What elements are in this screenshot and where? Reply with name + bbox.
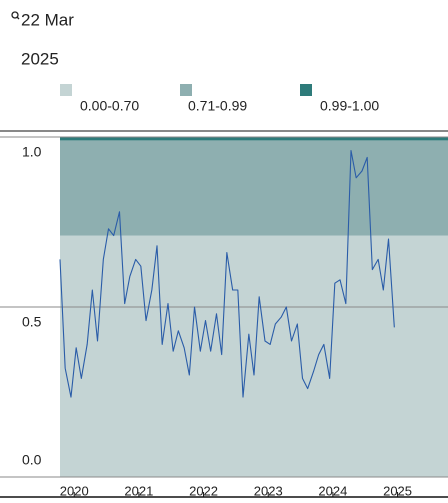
legend-label: 0.00-0.70 (80, 98, 139, 114)
search-icon (11, 11, 20, 20)
legend-label: 0.71-0.99 (188, 98, 247, 114)
data-line (59, 150, 395, 398)
x-tick-label: 2020 (60, 483, 89, 498)
x-tick-label: 2023 (254, 483, 283, 498)
x-tick-label: 2024 (318, 483, 347, 498)
x-tick-label: 2021 (124, 483, 153, 498)
legend-swatch (180, 84, 192, 96)
band (60, 137, 448, 141)
band (60, 235, 448, 477)
y-tick-label: 1.0 (22, 144, 42, 160)
legend-swatch (60, 84, 72, 96)
x-tick-label: 2022 (189, 483, 218, 498)
x-tick-label: 2025 (383, 483, 412, 498)
year-label: 2025 (21, 49, 59, 68)
y-tick-label: 0.0 (22, 452, 42, 468)
band (60, 140, 448, 236)
y-tick-label: 0.5 (22, 314, 42, 330)
legend-swatch (300, 84, 312, 96)
date-label: 22 Mar (21, 10, 74, 29)
legend-label: 0.99-1.00 (320, 98, 379, 114)
